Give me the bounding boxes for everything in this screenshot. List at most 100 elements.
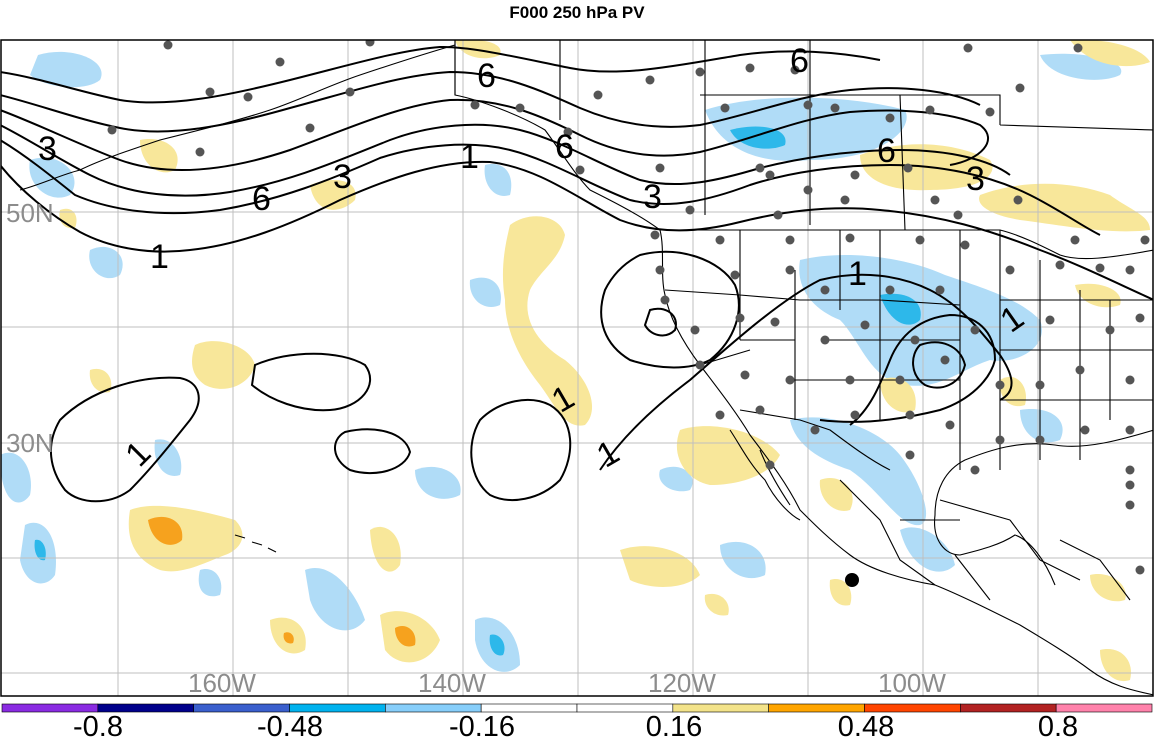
contour-label: 1 [118,434,158,474]
pv-contour-1 [334,428,412,475]
positive-anomaly-region [89,368,112,393]
colorbar-tick-label: -0.16 [449,711,515,739]
pv-contour-1 [250,352,371,412]
negative-anomaly-region [198,569,222,597]
colorbar-tick-label: 0.16 [646,711,702,739]
positive-anomaly-region [502,216,593,426]
contour-label: 3 [643,178,662,216]
pv-contour-1 [599,273,1013,471]
negative-anomaly-region [799,255,1042,386]
lon-label: 100W [878,668,946,698]
positive-anomaly-region [676,426,780,485]
colorbar-tick-label: -0.8 [73,711,123,739]
pv-contour-6 [1,98,990,171]
negative-anomaly-region [1,452,31,503]
colorbar-segment [1055,703,1153,713]
pv-contour-1 [470,399,572,501]
pv-contour-3 [1,123,1011,197]
positive-anomaly-region [148,516,183,545]
lon-label: 140W [418,668,486,698]
positive-anomaly-region [704,593,729,616]
gulf-coast [934,429,1153,586]
contour-label: 1 [848,255,867,293]
contour-label: 6 [555,128,574,166]
positive-anomaly-region [59,208,77,229]
positive-anomaly-region [283,632,294,644]
negative-anomaly-region [34,539,46,561]
positive-anomaly-region [829,579,852,606]
negative-anomaly-region [1020,409,1063,443]
positive-anomaly-region [1090,574,1126,602]
contour-label: 6 [790,42,809,80]
negative-anomaly-region [305,568,365,631]
negative-anomaly-region [89,246,123,279]
contour-label: 3 [966,160,985,198]
station-dots [107,40,1150,575]
us-canada-border [660,229,1153,260]
positive-anomaly-region [1100,649,1131,682]
positive-anomaly-region [979,183,1150,232]
map-frame [0,39,1154,697]
pv-contour-6 [1,45,881,104]
positive-anomaly-region [370,526,401,572]
pv-contour-3 [1,139,1101,236]
contour-label: 1 [460,138,479,176]
negative-anomaly-region [790,417,927,526]
negative-anomaly-region [720,541,766,579]
map-title: F000 250 hPa PV [509,3,645,22]
us-states [664,230,1153,470]
baja-peninsula [729,429,801,521]
colorbar-tick-label: 0.48 [838,711,894,739]
colorbar-tick-label: 0.8 [1038,711,1078,739]
negative-anomaly-region [489,634,505,656]
lat-label: 50N [6,198,54,228]
location-marker [845,573,859,587]
negative-anomaly-region [154,439,182,476]
canada-provinces [559,40,1153,231]
contour-label: 3 [38,130,57,168]
positive-anomaly-region [128,505,243,572]
contour-label: 1 [590,433,625,475]
positive-anomaly-region [1075,283,1121,308]
lat-lon-grid [1,40,1153,696]
positive-anomaly-region [395,625,416,647]
negative-anomaly-region [730,126,786,149]
positive-anomaly-region [620,546,700,587]
pv-contour-6 [1,70,981,133]
contour-label: 6 [877,132,896,170]
negative-anomaly-region [484,164,512,196]
pv-contour-1 [49,376,200,503]
contour-label: 1 [150,238,169,276]
colorbar [1,703,1153,713]
colorbar-labels: -0.8 -0.48 -0.16 0.16 0.48 0.8 [73,711,1078,739]
contour-label: 3 [333,158,352,196]
colorbar-tick-label: -0.48 [257,711,323,739]
pv-contour-1 [1,160,1153,301]
pv-contour-1 [643,307,677,337]
negative-anomaly-region [415,466,461,499]
anomaly-shading [1,40,1150,682]
negative-anomaly-region [30,51,102,88]
lon-label: 160W [188,668,256,698]
positive-anomaly-region [880,377,916,413]
negative-anomaly-region [659,466,693,492]
positive-anomaly-region [999,376,1026,407]
negative-anomaly-region [900,527,955,572]
pv-contours [1,45,1153,503]
negative-anomaly-region [469,277,501,308]
grid-labels: 50N 30N 160W 140W 120W 100W [6,198,946,698]
lat-label: 30N [6,428,54,458]
contour-label: 6 [252,180,271,218]
positive-anomaly-region [1070,40,1150,67]
positive-anomaly-region [140,139,178,173]
contour-label: 6 [477,57,496,95]
lon-label: 120W [648,668,716,698]
mexico-central-america [839,479,1131,601]
hawaii [234,534,277,553]
pv-contour-1 [600,250,740,369]
pv-contour-1 [912,341,967,389]
positive-anomaly-region [192,341,255,389]
positive-anomaly-region [819,478,853,511]
us-mexico-border [739,409,891,471]
